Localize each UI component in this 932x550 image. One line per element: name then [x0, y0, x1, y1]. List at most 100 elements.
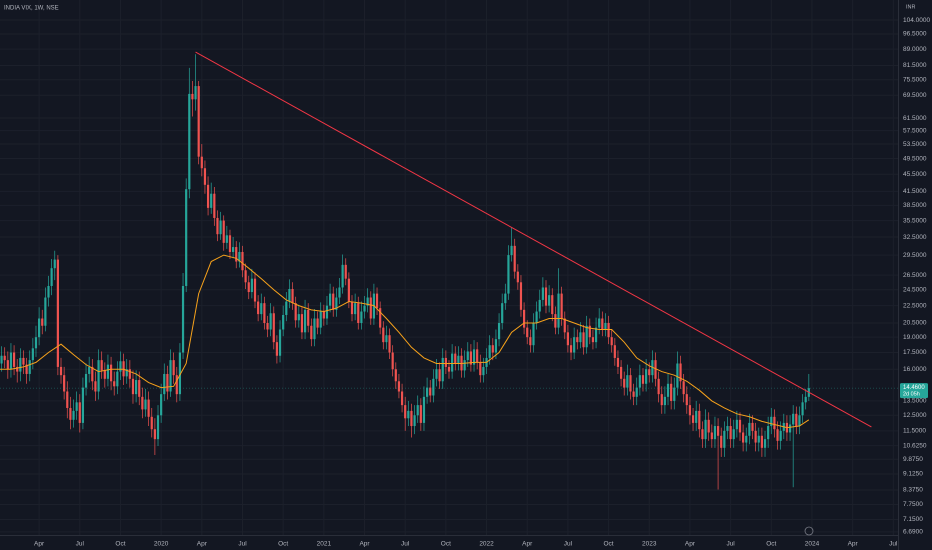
candle-body — [466, 351, 469, 361]
candle-body — [601, 318, 604, 330]
candle-body — [91, 366, 94, 382]
y-tick-label: 7.7500 — [903, 501, 923, 508]
candle-body — [695, 410, 698, 423]
candle-body — [72, 410, 75, 420]
candle-body — [369, 297, 372, 319]
candle-body — [529, 337, 532, 346]
x-tick-label: Oct — [441, 541, 451, 548]
candle-body — [185, 189, 188, 286]
candle-body — [3, 355, 6, 361]
candle-body — [538, 299, 541, 312]
candle-body — [676, 363, 679, 388]
y-tick-label: 20.5000 — [903, 320, 927, 327]
candle-body — [688, 405, 692, 416]
trendline — [195, 51, 872, 428]
candle-body — [632, 391, 635, 397]
y-tick-label: 11.5000 — [903, 428, 926, 435]
candle-body — [350, 301, 354, 315]
candle-body — [175, 375, 178, 395]
candle-body — [554, 314, 557, 328]
candle-body — [416, 405, 419, 416]
candle-body — [516, 271, 519, 283]
y-tick-label: 19.0000 — [903, 334, 927, 341]
candle-body — [247, 282, 250, 293]
candle-body — [701, 429, 704, 440]
candle-body — [751, 422, 754, 431]
candle-body — [194, 86, 197, 100]
candle-body — [801, 402, 804, 416]
y-tick-label: 89.0000 — [903, 46, 927, 53]
candle-body — [770, 416, 773, 427]
candle-body — [663, 396, 666, 406]
x-tick-label: Apr — [197, 541, 208, 548]
y-tick-label: 41.5000 — [903, 188, 927, 195]
candle-body — [88, 366, 91, 374]
candle-body — [128, 369, 131, 379]
candle-body — [682, 381, 685, 395]
candle-body — [451, 353, 454, 372]
y-tick-label: 104.0000 — [903, 17, 930, 24]
x-tick-label: 2024 — [805, 541, 820, 548]
candle-body — [404, 405, 407, 419]
candle-body — [19, 357, 22, 372]
candle-body — [598, 318, 601, 328]
candle-body — [591, 337, 595, 343]
candle-body — [322, 311, 325, 319]
candle-body — [710, 432, 713, 440]
candle-body — [526, 327, 529, 338]
candle-body — [250, 278, 253, 293]
candle-body — [260, 303, 263, 315]
candle-body — [329, 293, 332, 306]
candle-body — [513, 245, 516, 272]
candle-body — [594, 327, 598, 343]
candle-body — [163, 373, 166, 395]
candle-body — [303, 309, 307, 333]
candle-body — [294, 303, 297, 321]
candle-body — [713, 426, 717, 440]
candle-body — [300, 314, 304, 333]
candle-body — [275, 342, 279, 356]
candle-body — [228, 235, 232, 252]
candle-body — [479, 362, 482, 376]
candle-body — [535, 311, 538, 324]
candle-body — [645, 369, 648, 384]
candle-body — [616, 357, 620, 367]
candle-body — [757, 435, 760, 443]
candle-body — [44, 297, 47, 326]
candle-body — [341, 264, 344, 288]
y-tick-label: 9.1250 — [903, 471, 923, 478]
x-tick-label: Apr — [685, 541, 696, 548]
candle-body — [391, 352, 394, 370]
candle-body — [385, 335, 388, 343]
candle-body — [732, 429, 735, 440]
candle-body — [563, 318, 566, 333]
candle-body — [272, 313, 275, 343]
candle-body — [379, 308, 382, 328]
candle-body — [6, 360, 9, 370]
candle-body — [432, 378, 435, 396]
candle-body — [181, 285, 185, 353]
candle-body — [135, 380, 138, 395]
candle-body — [472, 349, 476, 365]
x-tick-label: Apr — [359, 541, 370, 548]
candle-body — [588, 325, 591, 338]
candle-body — [619, 366, 623, 379]
candle-body — [28, 360, 31, 374]
candle-body — [704, 419, 707, 440]
candle-body — [400, 391, 404, 406]
candle-body — [413, 415, 416, 427]
candle-body — [213, 193, 216, 218]
candle-body — [12, 352, 16, 367]
candle-body — [745, 435, 748, 443]
candle-body — [607, 323, 610, 338]
candle-body — [488, 345, 491, 358]
price-tag-countdown: 2d 05h — [903, 392, 920, 398]
candle-body — [125, 369, 128, 377]
candle-body — [560, 293, 563, 319]
y-tick-label: 69.5000 — [903, 92, 927, 99]
candle-body — [53, 259, 56, 269]
candle-body — [532, 323, 535, 346]
y-tick-label: 13.5000 — [903, 398, 927, 405]
candle-body — [548, 295, 551, 306]
candle-body — [388, 335, 391, 353]
